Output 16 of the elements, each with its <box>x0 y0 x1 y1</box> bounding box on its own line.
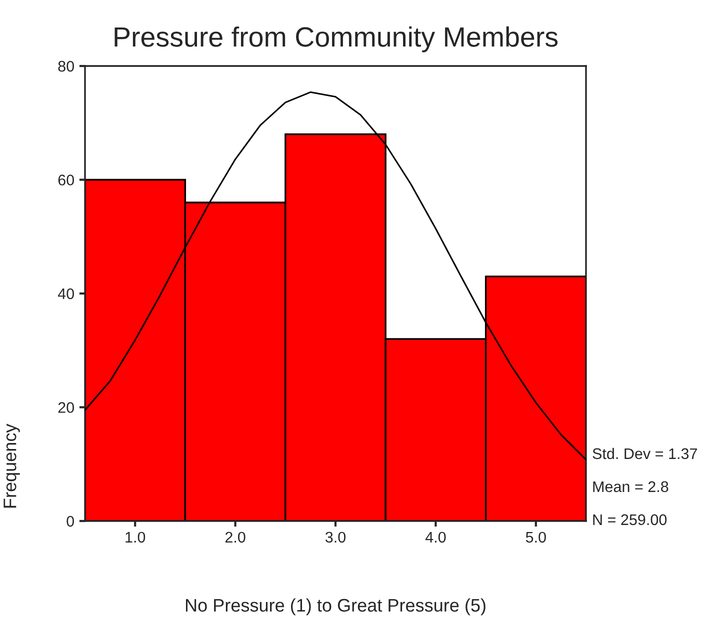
y-tick-label: 0 <box>66 516 74 527</box>
x-tick-label: 2.0 <box>225 532 246 543</box>
y-tick-label: 40 <box>58 288 74 300</box>
y-tick-label: 80 <box>58 60 74 72</box>
y-axis-title: Frequency <box>4 424 20 508</box>
text: N = 259.00 <box>593 514 667 526</box>
x-axis-title: No Pressure (1) to Great Pressure (5) <box>186 598 486 616</box>
x-tick-label: 5.0 <box>526 532 546 543</box>
y-tick-label: 60 <box>58 174 74 186</box>
x-tick-label: 1.0 <box>126 532 146 543</box>
text: Std. Dev = 1.37 <box>592 448 697 460</box>
chart-title: Pressure from Community Members <box>114 26 558 52</box>
x-tick-label: 3.0 <box>325 532 346 543</box>
y-tick-label: 20 <box>58 402 74 413</box>
x-tick-label: 4.0 <box>425 532 446 543</box>
text: Mean = 2.8 <box>593 481 668 492</box>
